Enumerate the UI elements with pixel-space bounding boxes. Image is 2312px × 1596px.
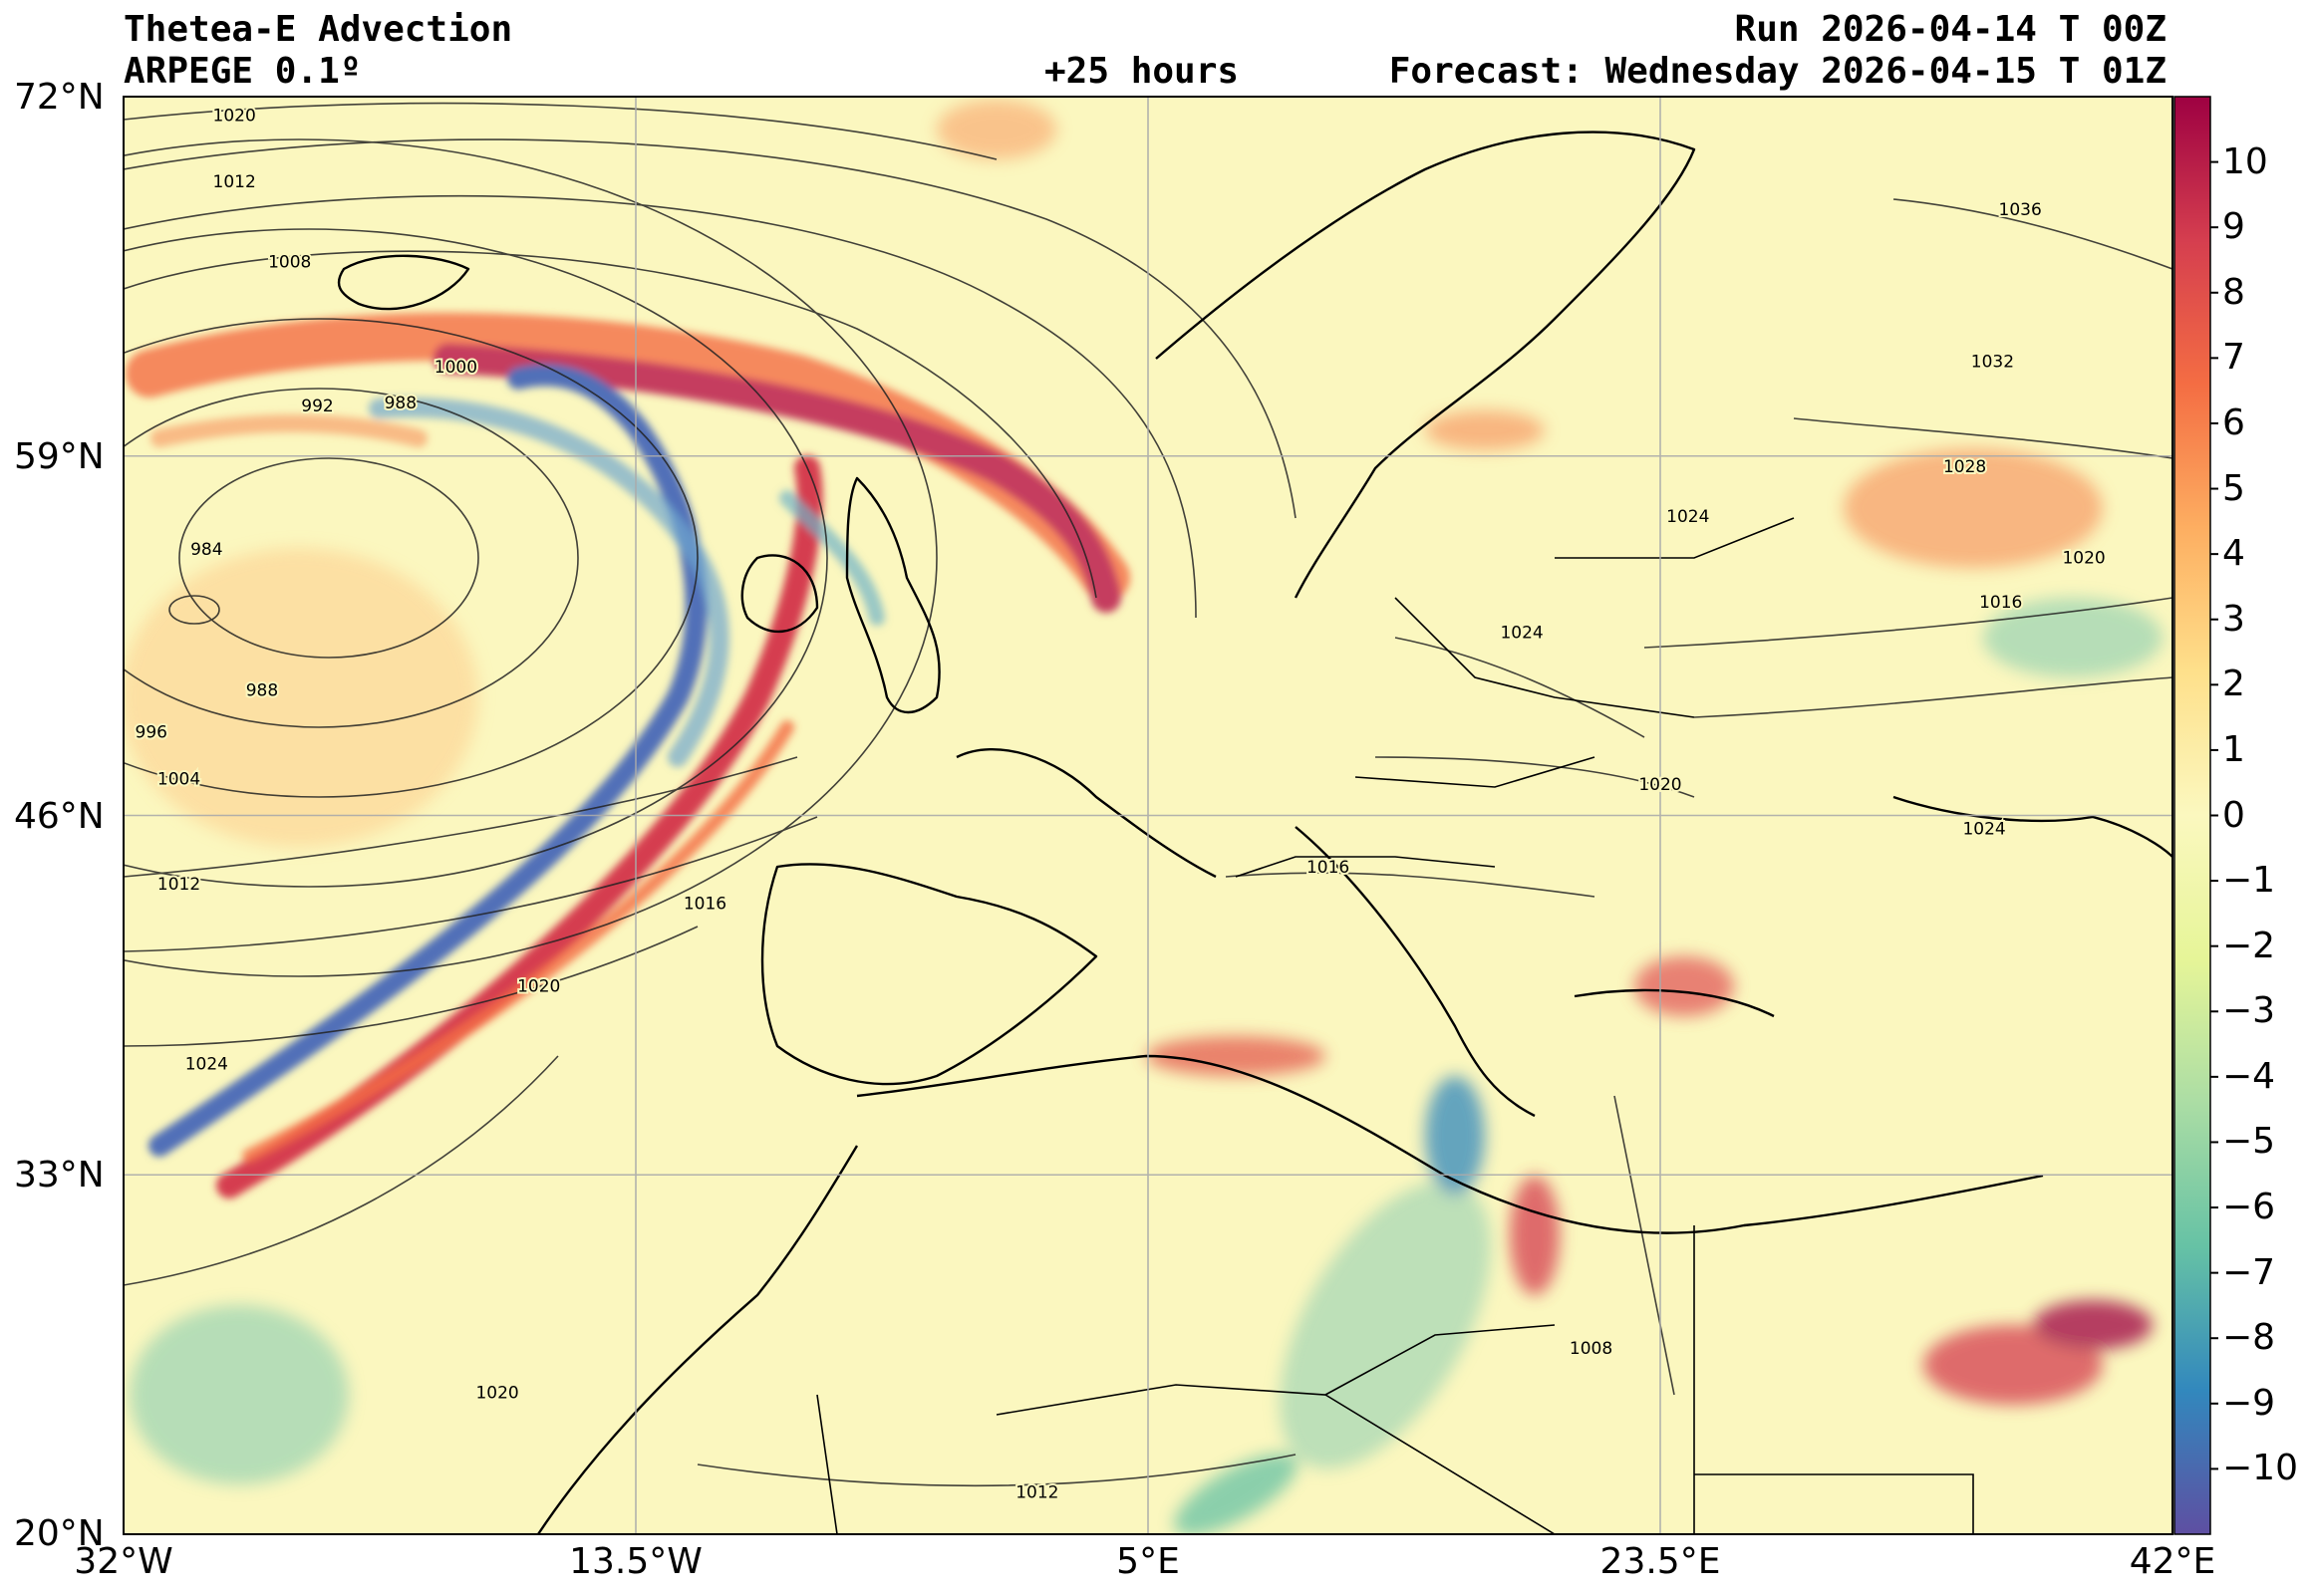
colorbar-tick-label: 3	[2222, 598, 2245, 640]
colorbar-ticks	[2210, 160, 2218, 1470]
isobar-label: 1024	[185, 1054, 228, 1074]
colorbar-tick-label: −1	[2222, 860, 2276, 902]
isobar-label: 1036	[1999, 200, 2042, 220]
iberia-coast	[760, 863, 1098, 1086]
colorbar-tick-label: 9	[2222, 206, 2245, 248]
colorbar-tick-label: 0	[2222, 794, 2245, 836]
run-label: Run 2026-04-14 T 00Z	[1734, 9, 2167, 50]
colorbar-tick-label: −6	[2222, 1187, 2276, 1228]
isobar-label: 1032	[1971, 352, 2014, 372]
iceland-coast	[337, 254, 470, 311]
colorbar-tick-label: 4	[2222, 533, 2245, 575]
isobar-label: 992	[301, 397, 333, 416]
isobar-label: 996	[136, 722, 167, 742]
isobar-label: 1024	[1666, 507, 1709, 527]
lon-tick-label: 5°E	[1116, 1541, 1180, 1582]
graticule	[124, 97, 2172, 1534]
colorbar-tick-label: 6	[2222, 401, 2245, 443]
isobar-label: 1020	[1638, 775, 1681, 795]
lead-time-label: +25 hours	[1044, 51, 1240, 92]
colorbar-tick-label: −3	[2222, 990, 2276, 1032]
isobar-label: 988	[385, 394, 417, 413]
colorbar-tick-label: 10	[2222, 140, 2268, 182]
isobar-label: 1020	[213, 106, 256, 126]
advection-field: 1020 1012 1008 1000 992 988 984 988 996 1004 1012 1…	[124, 97, 2172, 1534]
model-label: ARPEGE 0.1º	[124, 51, 362, 92]
isobar-label: 1016	[1306, 858, 1349, 878]
isobar-label: 1008	[268, 253, 311, 273]
colorbar-tick-label: 1	[2222, 728, 2245, 770]
isobar-label: 1016	[1979, 593, 2022, 613]
isobar-labels: 1020 1012 1008 1000 992 988 984 988 996 1004 1012 1…	[134, 104, 2108, 1504]
isobar-label: 1024	[1500, 623, 1543, 643]
isobar-label: 1012	[157, 875, 200, 895]
britain-coast	[845, 476, 941, 714]
isobar-label: 988	[246, 681, 278, 701]
isobar-label: 1016	[684, 894, 726, 914]
lat-tick-label: 20°N	[14, 1513, 105, 1554]
lat-tick-label: 59°N	[14, 436, 105, 477]
colorbar-tick-label: 2	[2222, 664, 2245, 705]
colorbar-tick-label: 5	[2222, 467, 2245, 509]
ireland-coast	[740, 554, 819, 633]
lon-tick-label: 42°E	[2129, 1541, 2216, 1582]
colorbar-tick-label: −10	[2222, 1448, 2298, 1489]
isobar-label: 1020	[517, 977, 560, 997]
isobar-label: 984	[190, 540, 222, 560]
lat-tick-label: 33°N	[14, 1155, 105, 1196]
isobar-label: 1020	[475, 1383, 518, 1403]
isobar-label: 1012	[1015, 1482, 1058, 1502]
colorbar-tick-label: −4	[2222, 1055, 2276, 1097]
colorbar-tick-label: −7	[2222, 1251, 2276, 1293]
isobar-label: 1008	[1570, 1339, 1612, 1359]
colorbar-tick-label: −5	[2222, 1121, 2276, 1163]
isobar-label: 1020	[2062, 548, 2105, 568]
lat-tick-label: 46°N	[14, 796, 105, 837]
lon-tick-label: 13.5°W	[569, 1541, 703, 1582]
map-frame	[123, 96, 2173, 1535]
colorbar-tick-label: −2	[2222, 925, 2276, 966]
colorbar-tick-label: 8	[2222, 271, 2245, 313]
lon-tick-label: 32°W	[74, 1541, 173, 1582]
lat-tick-label: 72°N	[14, 77, 105, 118]
isobar-label: 1000	[434, 358, 477, 378]
map-title: Thetea-E Advection	[124, 9, 513, 50]
colorbar-tick-label: −8	[2222, 1317, 2276, 1359]
colorbar	[2173, 96, 2211, 1535]
colorbar-tick-label: 7	[2222, 337, 2245, 379]
lon-tick-label: 23.5°E	[1599, 1541, 1721, 1582]
isobar-label: 1024	[1962, 819, 2005, 839]
isobar-label: 1028	[1943, 457, 1986, 477]
isobar-label: 1012	[213, 172, 256, 192]
isobar-label: 1004	[157, 769, 200, 789]
colorbar-tick-label: −9	[2222, 1382, 2276, 1424]
forecast-label: Forecast: Wednesday 2026-04-15 T 01Z	[1388, 51, 2167, 92]
